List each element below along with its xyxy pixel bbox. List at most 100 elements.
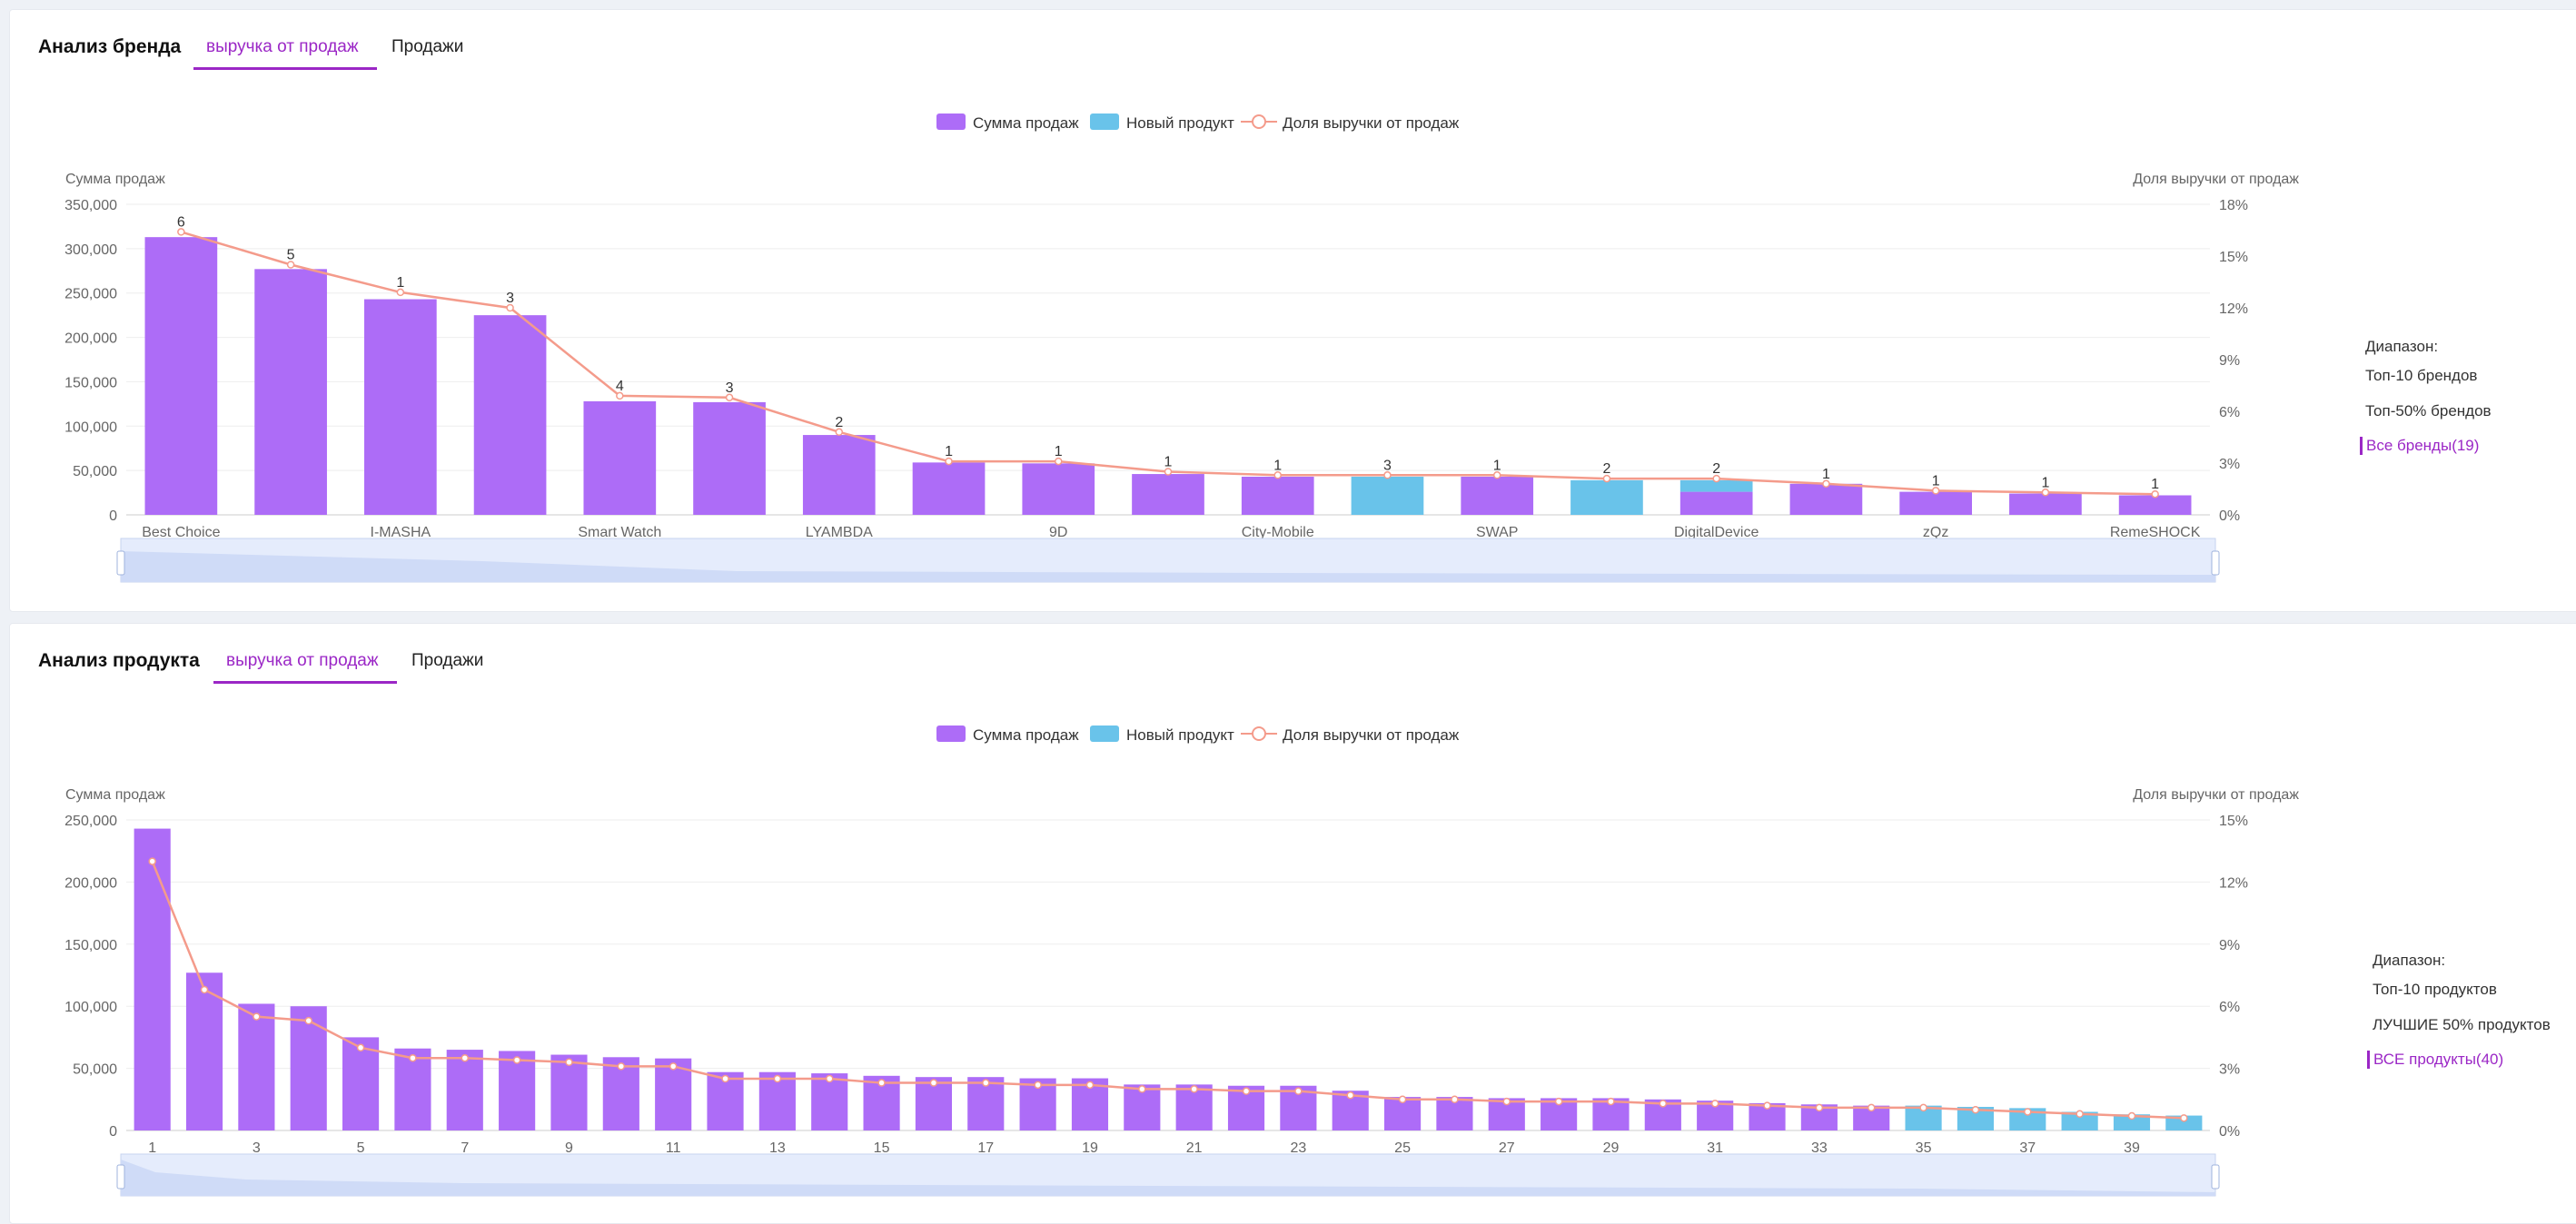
data-label: 1	[1932, 473, 1940, 489]
data-zoom-slider[interactable]	[116, 538, 2220, 583]
share-point	[1602, 474, 1611, 483]
x-tick-label: Smart Watch	[578, 525, 661, 540]
share-point	[1451, 1095, 1459, 1104]
legend-new-product-label[interactable]: Новый продукт	[1126, 726, 1234, 744]
x-tick-label: 5	[357, 1140, 365, 1156]
x-tick-label: 21	[1186, 1140, 1203, 1156]
x-tick-label: 9D	[1049, 525, 1067, 540]
data-label: 3	[1383, 458, 1392, 473]
share-point	[1710, 1100, 1719, 1108]
legend-new-product-swatch[interactable]	[1090, 726, 1119, 742]
data-label: 1	[1273, 458, 1282, 473]
bar-sales	[802, 435, 876, 515]
zoom-handle-left[interactable]	[116, 550, 125, 576]
share-point	[1971, 1105, 1980, 1114]
share-point	[177, 228, 185, 236]
range-all-products[interactable]: ВСЕ продукты(40)	[2367, 1051, 2503, 1069]
bar-sales	[446, 1050, 483, 1130]
bar-new-product	[2113, 1114, 2151, 1130]
tab-brand-revenue[interactable]: выручка от продаж	[206, 37, 359, 56]
brand-analysis-title: Анализ бренда	[38, 36, 182, 57]
x-tick-label: 29	[1603, 1140, 1620, 1156]
y2-tick-label: 6%	[2219, 405, 2240, 420]
share-point	[461, 1053, 470, 1062]
bar-sales	[1461, 476, 1534, 515]
share-point	[1815, 1103, 1824, 1112]
legend-sales-swatch[interactable]	[936, 726, 966, 742]
bar-sales	[499, 1051, 536, 1130]
legend-sales-label[interactable]: Сумма продаж	[973, 726, 1079, 744]
share-point	[506, 303, 514, 312]
range-all-brands[interactable]: Все бренды(19)	[2360, 437, 2479, 455]
y2-tick-label: 3%	[2219, 1062, 2240, 1078]
share-point	[835, 428, 844, 437]
x-tick-label: 39	[2124, 1140, 2140, 1156]
zoom-handle-right[interactable]	[2211, 550, 2220, 576]
legend-share-label[interactable]: Доля выручки от продаж	[1283, 114, 1460, 132]
range-top50-products[interactable]: ЛУЧШИЕ 50% продуктов	[2373, 1016, 2551, 1033]
legend-new-product-label[interactable]: Новый продукт	[1126, 114, 1234, 132]
data-label: 1	[1055, 444, 1063, 459]
share-point	[1712, 474, 1720, 483]
data-label: 3	[726, 380, 734, 396]
x-tick-label: 23	[1290, 1140, 1306, 1156]
bar-sales	[1789, 483, 1863, 515]
y-tick-label: 150,000	[64, 375, 117, 390]
data-zoom-slider[interactable]	[116, 1153, 2220, 1197]
y-axis-title-left: Сумма продаж	[65, 787, 165, 803]
x-tick-label: I-MASHA	[371, 525, 431, 540]
share-point	[1138, 1085, 1146, 1093]
y-axis-title-left: Сумма продаж	[65, 172, 165, 187]
bar-new-product	[1679, 479, 1753, 492]
share-point	[253, 1012, 261, 1021]
product-chart: Сумма продаж Новый продукт Доля выручки …	[64, 726, 2299, 1197]
y-tick-label: 250,000	[64, 814, 117, 829]
range-top10-products[interactable]: Топ-10 продуктов	[2373, 981, 2497, 998]
share-point	[825, 1074, 834, 1083]
chart-legend[interactable]: Сумма продаж Новый продукт Доля выручки …	[936, 114, 1460, 132]
tab-product-revenue[interactable]: выручка от продаж	[226, 651, 379, 670]
zoom-handle-left[interactable]	[116, 1164, 125, 1189]
bar-sales	[583, 400, 657, 515]
share-point	[2076, 1110, 2084, 1119]
share-point	[1383, 471, 1392, 479]
bar-sales	[1899, 491, 1973, 515]
x-tick-label: LYAMBDA	[806, 525, 873, 540]
y-tick-label: 100,000	[64, 1000, 117, 1015]
tab-product-sales[interactable]: Продажи	[411, 651, 484, 670]
y-axis-title-right: Доля выручки от продаж	[2133, 172, 2299, 187]
share-point	[396, 288, 405, 297]
bar-sales	[290, 1006, 327, 1130]
range-top10-brands[interactable]: Топ-10 брендов	[2365, 367, 2478, 384]
share-point	[1398, 1095, 1407, 1104]
zoom-handle-right[interactable]	[2211, 1164, 2220, 1189]
y2-tick-label: 12%	[2219, 301, 2248, 317]
tab-brand-sales[interactable]: Продажи	[391, 37, 464, 56]
data-label: 1	[945, 444, 953, 459]
legend-share-marker[interactable]	[1252, 114, 1266, 129]
bar-sales	[394, 1048, 431, 1130]
active-tab-underline	[213, 681, 397, 684]
share-point	[1346, 1091, 1354, 1100]
legend-share-label[interactable]: Доля выручки от продаж	[1283, 726, 1460, 744]
legend-sales-label[interactable]: Сумма продаж	[973, 114, 1079, 132]
legend-sales-swatch[interactable]	[936, 114, 966, 130]
zoom-preview-area	[121, 1160, 2215, 1196]
share-point	[1190, 1085, 1198, 1093]
share-point	[1867, 1103, 1876, 1112]
share-point	[725, 393, 734, 402]
chart-legend[interactable]: Сумма продаж Новый продукт Доля выручки …	[936, 726, 1460, 744]
range-heading: Диапазон:	[2365, 338, 2439, 355]
y2-tick-label: 6%	[2219, 1000, 2240, 1015]
y-tick-label: 0	[109, 508, 117, 524]
y2-tick-label: 0%	[2219, 1124, 2240, 1140]
legend-new-product-swatch[interactable]	[1090, 114, 1119, 130]
share-point	[1931, 487, 1940, 495]
x-tick-label: zQz	[1923, 525, 1948, 540]
range-top50-brands[interactable]: Топ-50% брендов	[2365, 402, 2492, 420]
legend-share-marker[interactable]	[1252, 726, 1266, 741]
bar-sales	[134, 828, 171, 1130]
share-point	[1034, 1081, 1042, 1090]
brand-chart: Сумма продаж Новый продукт Доля выручки …	[64, 114, 2299, 583]
share-line	[151, 861, 2185, 1120]
